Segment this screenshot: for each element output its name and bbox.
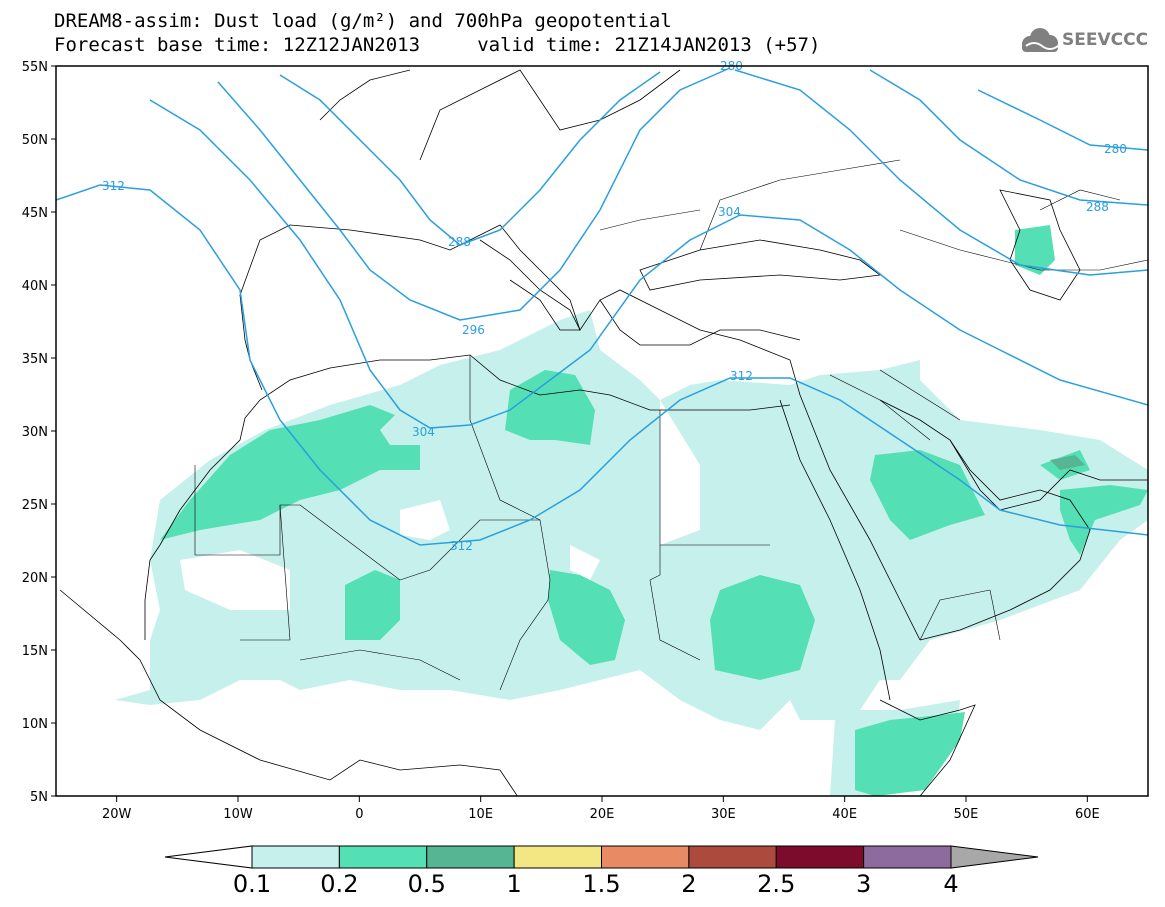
dust-region-medium bbox=[1015, 225, 1055, 275]
colorbar-swatch bbox=[513, 845, 602, 869]
dust-gap bbox=[660, 400, 700, 545]
colorbar-swatch bbox=[251, 845, 340, 869]
lat-tick-label: 30N bbox=[22, 425, 48, 440]
dust-region-medium bbox=[855, 712, 965, 796]
contour-label: 312 bbox=[102, 179, 125, 193]
dust-region-medium bbox=[345, 570, 400, 640]
contour-line bbox=[977, 89, 1148, 151]
contour-label: 296 bbox=[462, 323, 485, 337]
contour-line bbox=[279, 71, 661, 246]
colorbar-swatch bbox=[426, 845, 515, 869]
map-panel: 312 280 288 304 288 296 304 312 312 280 … bbox=[22, 59, 1149, 822]
lat-tick-label: 25N bbox=[22, 498, 48, 513]
colorbar-label: 0.5 bbox=[407, 870, 446, 898]
colorbar-label: 4 bbox=[943, 870, 959, 898]
lat-tick-label: 20N bbox=[22, 571, 48, 586]
logo-text: SEEVCCC bbox=[1062, 30, 1149, 50]
contour-label: 288 bbox=[448, 235, 471, 249]
contour-line bbox=[869, 69, 1148, 206]
lon-tick-label: 60E bbox=[1075, 807, 1100, 822]
coastlines bbox=[59, 69, 1148, 796]
colorbar-swatch bbox=[601, 845, 690, 869]
lat-tick-label: 5N bbox=[30, 790, 48, 805]
lon-tick-label: 10W bbox=[223, 807, 253, 822]
dust-gap bbox=[570, 545, 600, 580]
colorbar bbox=[164, 845, 1039, 869]
dust-region-light bbox=[115, 310, 1148, 796]
colorbar-high-triangle bbox=[950, 845, 1039, 869]
colorbar-swatch bbox=[863, 845, 952, 869]
colorbar-label: 0.2 bbox=[320, 870, 359, 898]
contour-label: 280 bbox=[1104, 142, 1127, 156]
colorbar-label: 0.1 bbox=[232, 870, 272, 898]
logo bbox=[1022, 28, 1059, 52]
colorbar-swatch bbox=[688, 845, 777, 869]
colorbar-label: 1.5 bbox=[582, 870, 621, 898]
lon-tick-label: 20E bbox=[590, 807, 615, 822]
cloud-icon bbox=[1022, 28, 1058, 52]
colorbar-label: 2 bbox=[681, 870, 697, 898]
lon-tick-label: 10E bbox=[468, 807, 493, 822]
lon-tick-label: 0 bbox=[355, 807, 363, 822]
contour-line bbox=[217, 67, 731, 321]
dust-region-medium bbox=[505, 370, 595, 445]
dust-region-medium bbox=[160, 405, 420, 540]
lat-tick-label: 55N bbox=[22, 60, 48, 75]
contour-line bbox=[149, 99, 1148, 429]
dust-region-medium bbox=[870, 450, 985, 540]
colorbar-swatch bbox=[338, 845, 428, 869]
geopotential-contours bbox=[56, 67, 1148, 546]
colorbar-label: 1 bbox=[506, 870, 522, 898]
colorbar-label: 3 bbox=[855, 870, 872, 898]
colorbar-low-triangle bbox=[164, 845, 253, 869]
lat-tick-label: 10N bbox=[22, 717, 48, 732]
dust-region-medium bbox=[1050, 455, 1085, 470]
colorbar-swatch bbox=[775, 845, 865, 869]
dust-gap bbox=[400, 500, 450, 540]
lon-tick-label: 50E bbox=[954, 807, 979, 822]
contour-labels: 312 280 288 304 288 296 304 312 312 280 bbox=[102, 59, 1127, 553]
chart-title: DREAM8-assim: Dust load (g/m²) and 700hP… bbox=[54, 10, 672, 32]
lat-tick-label: 45N bbox=[22, 206, 48, 221]
contour-label: 288 bbox=[1086, 200, 1109, 214]
dust-gap bbox=[180, 550, 290, 610]
contour-label: 312 bbox=[730, 369, 753, 383]
contour-label: 304 bbox=[718, 205, 741, 219]
lon-axis: 20W 10W 0 10E 20E 30E 40E 50E 60E bbox=[102, 796, 1100, 822]
lat-tick-label: 35N bbox=[22, 352, 48, 367]
lat-tick-label: 40N bbox=[22, 279, 48, 294]
dust-field bbox=[115, 225, 1148, 796]
borders bbox=[194, 159, 1148, 691]
colorbar-label: 2.5 bbox=[757, 870, 796, 898]
contour-label: 304 bbox=[412, 425, 435, 439]
dust-region-medium bbox=[710, 575, 815, 680]
contour-label: 312 bbox=[450, 539, 473, 553]
contour-line bbox=[734, 69, 1148, 276]
lat-tick-label: 50N bbox=[22, 133, 48, 148]
dust-region-medium bbox=[548, 570, 625, 665]
lon-tick-label: 30E bbox=[711, 807, 736, 822]
lat-tick-label: 15N bbox=[22, 644, 48, 659]
chart-subtitle: Forecast base time: 12Z12JAN2013 valid t… bbox=[54, 34, 821, 56]
dust-region-medium bbox=[1060, 485, 1148, 555]
lon-tick-label: 20W bbox=[102, 807, 132, 822]
lon-tick-label: 40E bbox=[832, 807, 857, 822]
lat-axis: 55N 50N 45N 40N 35N 30N 25N 20N 15N 10N 5N bbox=[22, 60, 56, 805]
contour-line bbox=[56, 184, 1148, 546]
